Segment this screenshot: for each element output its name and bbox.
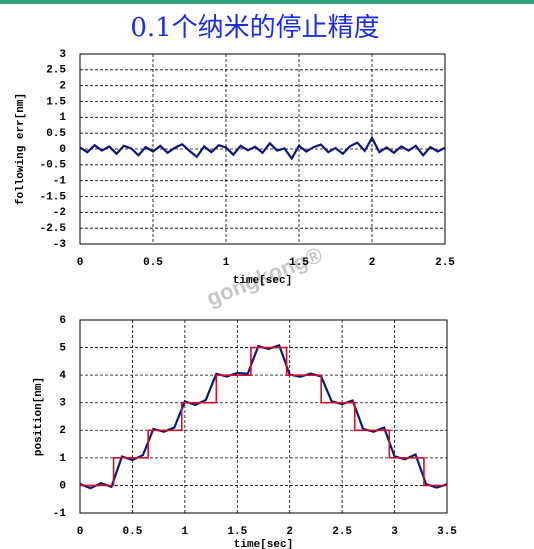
- y-tick-label: 1: [59, 112, 66, 124]
- y-axis-label: following err[nm]: [15, 93, 27, 205]
- y-tick-label: 0: [59, 480, 66, 492]
- y-tick-label: 2: [59, 425, 66, 437]
- y-tick-label: 1.5: [46, 96, 66, 108]
- x-tick-label: 0: [77, 526, 84, 538]
- x-tick-label: 0: [77, 257, 84, 269]
- x-tick-label: 1: [223, 257, 230, 269]
- series-line: [79, 135, 446, 161]
- x-tick-label: 2.5: [332, 526, 352, 538]
- y-tick-label: -1: [53, 508, 67, 520]
- y-tick-label: -0.5: [40, 160, 67, 172]
- x-tick-label: 2: [286, 526, 293, 538]
- x-tick-label: 3.5: [437, 526, 457, 538]
- x-tick-label: 0.5: [143, 257, 163, 269]
- x-tick-label: 1: [182, 526, 189, 538]
- y-tick-label: -2.5: [40, 223, 67, 235]
- y-tick-label: 5: [59, 342, 66, 354]
- y-tick-label: 4: [59, 370, 66, 382]
- x-tick-label: 2: [369, 257, 376, 269]
- x-tick-label: 0.5: [123, 526, 143, 538]
- y-tick-label: -1: [53, 176, 67, 188]
- top-bar: [0, 0, 534, 4]
- x-axis-label: time[sec]: [233, 275, 292, 287]
- x-tick-label: 1.5: [227, 526, 247, 538]
- x-axis-label: time[sec]: [234, 539, 293, 549]
- series-line: [79, 343, 448, 490]
- slide-title: 0.1个纳米的停止精度: [130, 13, 379, 43]
- y-axis-label: position[nm]: [33, 377, 45, 456]
- series-line: [80, 346, 447, 487]
- y-tick-label: 0: [59, 144, 66, 156]
- y-tick-label: 1: [59, 453, 66, 465]
- y-tick-label: -2: [53, 207, 66, 219]
- y-tick-label: -3: [53, 239, 67, 251]
- plot-frame: [79, 53, 446, 245]
- y-tick-label: 6: [59, 315, 66, 327]
- plot-frame: [79, 319, 448, 514]
- y-tick-label: 2.5: [46, 65, 66, 77]
- y-tick-label: -1.5: [40, 191, 67, 203]
- y-tick-label: 3: [59, 49, 66, 61]
- x-tick-label: 1.5: [289, 257, 309, 269]
- y-tick-label: 3: [59, 398, 66, 410]
- y-tick-label: 2: [59, 81, 66, 93]
- y-tick-label: 0.5: [46, 128, 66, 140]
- x-tick-label: 2.5: [435, 257, 455, 269]
- x-tick-label: 3: [391, 526, 398, 538]
